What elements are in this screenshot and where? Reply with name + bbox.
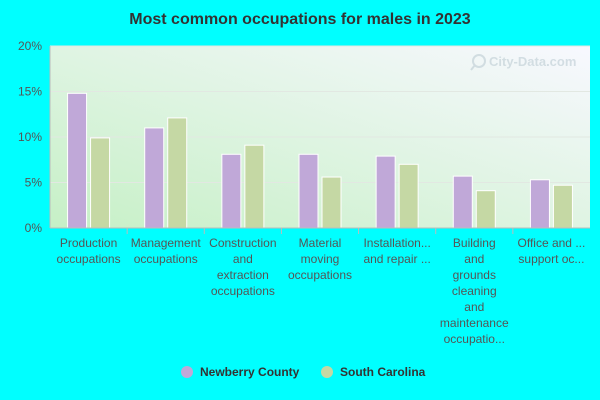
legend-swatch: [181, 366, 193, 378]
legend-label: South Carolina: [340, 365, 426, 379]
x-tick-label-line: and repair ...: [363, 252, 430, 266]
x-tick-label-line: occupations: [134, 252, 198, 266]
x-tick-label-line: Installation...: [363, 236, 430, 250]
bar-newberry-county[interactable]: [67, 92, 88, 229]
x-tick-label-line: maintenance: [440, 316, 509, 330]
y-tick-label: 20%: [18, 39, 42, 53]
x-tick-label-line: cleaning: [452, 284, 497, 298]
x-tick-label-line: Material: [299, 236, 342, 250]
bar-south-carolina[interactable]: [475, 190, 496, 229]
x-tick-label: Management occupations: [131, 236, 202, 266]
watermark: City-Data.com: [470, 54, 576, 71]
bar-south-carolina[interactable]: [90, 137, 111, 229]
y-tick-label: 0%: [25, 221, 43, 235]
watermark-text: City-Data.com: [489, 54, 576, 69]
axes: 0%5%10%15%20%Production occupationsManage…: [18, 39, 590, 346]
x-tick-label: Material moving occupations: [288, 236, 352, 282]
legend: Newberry County South Carolina: [181, 365, 426, 379]
x-tick-label: Production occupations: [57, 236, 121, 266]
bar-newberry-county[interactable]: [452, 175, 473, 229]
bar-newberry-county[interactable]: [298, 153, 319, 229]
x-tick-label-line: Production: [60, 236, 117, 250]
y-tick-label: 5%: [25, 176, 43, 190]
x-tick-label: Building and grounds cleaning and maintenance…: [440, 236, 509, 346]
x-tick-label-line: occupations: [211, 284, 275, 298]
bar-south-carolina[interactable]: [398, 163, 419, 229]
chart-title: Most common occupations for males in 202…: [129, 11, 471, 28]
x-tick-label-line: support oc...: [518, 252, 584, 266]
x-tick-label-line: and: [233, 252, 253, 266]
x-tick-label-line: Building: [453, 236, 496, 250]
legend-swatch: [321, 366, 333, 378]
x-tick-label-line: moving: [301, 252, 340, 266]
x-tick-label-line: occupatio...: [444, 332, 505, 346]
bar-south-carolina[interactable]: [321, 176, 342, 229]
x-tick-label-line: and: [464, 300, 484, 314]
bars: [67, 92, 573, 229]
x-tick-label-line: Construction: [209, 236, 276, 250]
watermark-search-icon: [472, 54, 486, 68]
legend-label: Newberry County: [200, 365, 300, 379]
y-tick-label: 15%: [18, 85, 42, 99]
x-tick-label-line: occupations: [57, 252, 121, 266]
x-tick-label: Installation... and repair ...: [363, 236, 430, 266]
x-tick-label-line: occupations: [288, 268, 352, 282]
bar-newberry-county[interactable]: [375, 155, 396, 229]
bar-south-carolina[interactable]: [167, 117, 188, 229]
bar-newberry-county[interactable]: [529, 179, 550, 229]
bar-south-carolina[interactable]: [552, 184, 573, 229]
x-tick-label-line: Office and ...: [518, 236, 586, 250]
x-tick-label-line: and: [464, 252, 484, 266]
x-tick-label-line: extraction: [217, 268, 269, 282]
y-tick-label: 10%: [18, 130, 42, 144]
x-tick-label: Construction and extraction occupations: [209, 236, 276, 298]
x-tick-label: Office and ... support oc...: [518, 236, 586, 266]
grid-lines: [50, 45, 590, 183]
bar-south-carolina[interactable]: [244, 144, 265, 229]
bar-newberry-county[interactable]: [221, 153, 242, 229]
x-tick-label-line: Management: [131, 236, 202, 250]
x-tick-label-line: grounds: [453, 268, 496, 282]
watermark-search-icon-handle: [470, 64, 476, 71]
bar-newberry-county[interactable]: [144, 127, 165, 229]
